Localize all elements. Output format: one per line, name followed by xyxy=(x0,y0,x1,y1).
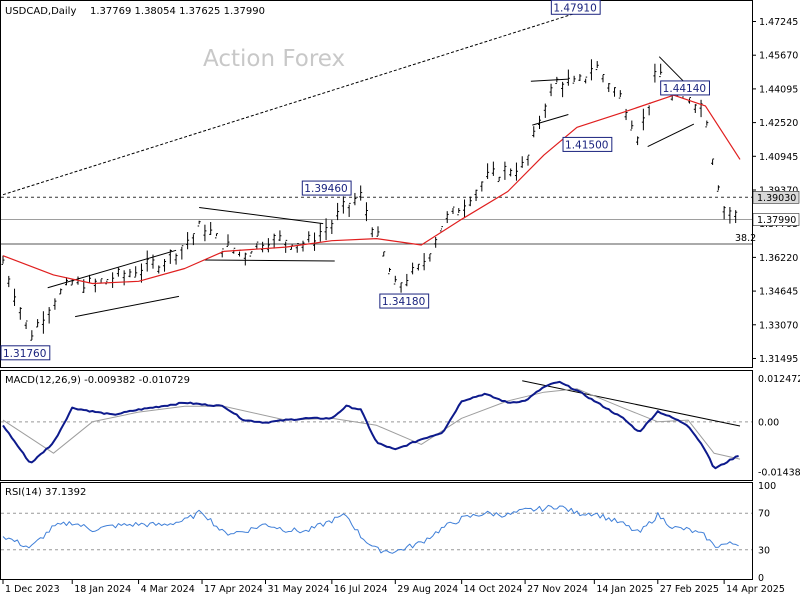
channel-top xyxy=(47,249,177,289)
main-panel xyxy=(0,0,753,368)
macd-title: MACD(12,26,9) -0.009382 -0.010729 xyxy=(5,375,190,386)
price-axis-label: 1.44095 xyxy=(759,84,798,95)
watermark: Action Forex xyxy=(203,46,345,72)
macd-line xyxy=(2,380,739,470)
triangle-bottom xyxy=(203,259,335,262)
price-axis-label: 1.42520 xyxy=(759,118,798,129)
price-label-box xyxy=(0,345,51,361)
channel-bottom xyxy=(75,295,180,318)
level-tag: 1.39030 xyxy=(757,193,796,204)
time-axis-label: 29 Aug 2024 xyxy=(397,584,458,595)
rsi-axis-label: 0 xyxy=(758,573,764,584)
fib-label: 38.2 xyxy=(735,233,756,244)
time-axis-label: 17 Apr 2024 xyxy=(204,584,263,595)
rsi-line xyxy=(2,504,739,554)
price-label-box xyxy=(562,136,613,152)
flag-top xyxy=(530,78,569,82)
price-label-box xyxy=(550,0,601,15)
time-axis-label: 16 Jul 2024 xyxy=(334,584,388,595)
price-axis-label: 1.40945 xyxy=(759,152,798,163)
time-axis-label: 4 Mar 2024 xyxy=(141,584,195,595)
current-price-tag-bg xyxy=(752,213,800,226)
macd-trendline xyxy=(522,380,741,427)
price-axis-label: 1.39370 xyxy=(759,185,798,196)
price-label-box xyxy=(379,293,430,309)
price-label: 1.44140 xyxy=(663,83,706,95)
price-axis-label: 1.36220 xyxy=(759,253,798,264)
price-axis-label: 1.33070 xyxy=(759,320,798,331)
rsi-panel xyxy=(0,482,753,580)
price-label-box xyxy=(660,80,710,96)
price-label: 1.39460 xyxy=(304,183,347,195)
price-axis-label: 1.47245 xyxy=(759,17,798,28)
time-axis-label: 18 Jan 2024 xyxy=(74,584,131,595)
macd-axis-label: -0.014389 xyxy=(758,467,800,478)
macd-axis-label: 0.012472 xyxy=(758,374,800,385)
time-axis-label: 14 Oct 2024 xyxy=(464,584,523,595)
chart-ohlc: 1.37769 1.38054 1.37625 1.37990 xyxy=(90,6,265,17)
time-axis-label: 27 Feb 2025 xyxy=(660,584,719,595)
level-tag-bg xyxy=(752,191,800,204)
flag-bottom xyxy=(532,113,569,126)
time-axis-label: 27 Nov 2024 xyxy=(527,584,588,595)
rsi-axis-label: 100 xyxy=(758,481,776,492)
long-trendline xyxy=(2,6,595,196)
chart-symbol: USDCAD,Daily xyxy=(5,6,76,17)
wedge-bottom xyxy=(647,123,695,148)
rsi-axis-label: 30 xyxy=(758,545,770,556)
price-axis-label: 1.34645 xyxy=(759,287,798,298)
macd-axis-label: 0.00 xyxy=(758,417,779,428)
rsi-axis-label: 70 xyxy=(758,509,770,520)
rsi-title: RSI(14) 37.1392 xyxy=(5,487,86,498)
time-axis-label: 31 May 2024 xyxy=(267,584,329,595)
current-price-tag: 1.37990 xyxy=(757,215,796,226)
time-axis-label: 14 Jan 2025 xyxy=(596,584,653,595)
macd-signal-line xyxy=(2,388,741,460)
time-axis-label: 14 Apr 2025 xyxy=(726,584,785,595)
price-label: 1.41500 xyxy=(565,139,608,151)
price-axis-label: 1.31495 xyxy=(759,354,798,365)
time-axis-label: 1 Dec 2023 xyxy=(5,584,60,595)
price-label-box xyxy=(301,180,352,196)
price-label: 1.31760 xyxy=(3,348,46,360)
triangle-top xyxy=(199,207,324,225)
price-label: 1.34180 xyxy=(382,296,425,308)
price-label: 1.47910 xyxy=(553,2,596,14)
sma-line xyxy=(2,94,741,285)
price-axis-label: 1.45670 xyxy=(759,51,798,62)
